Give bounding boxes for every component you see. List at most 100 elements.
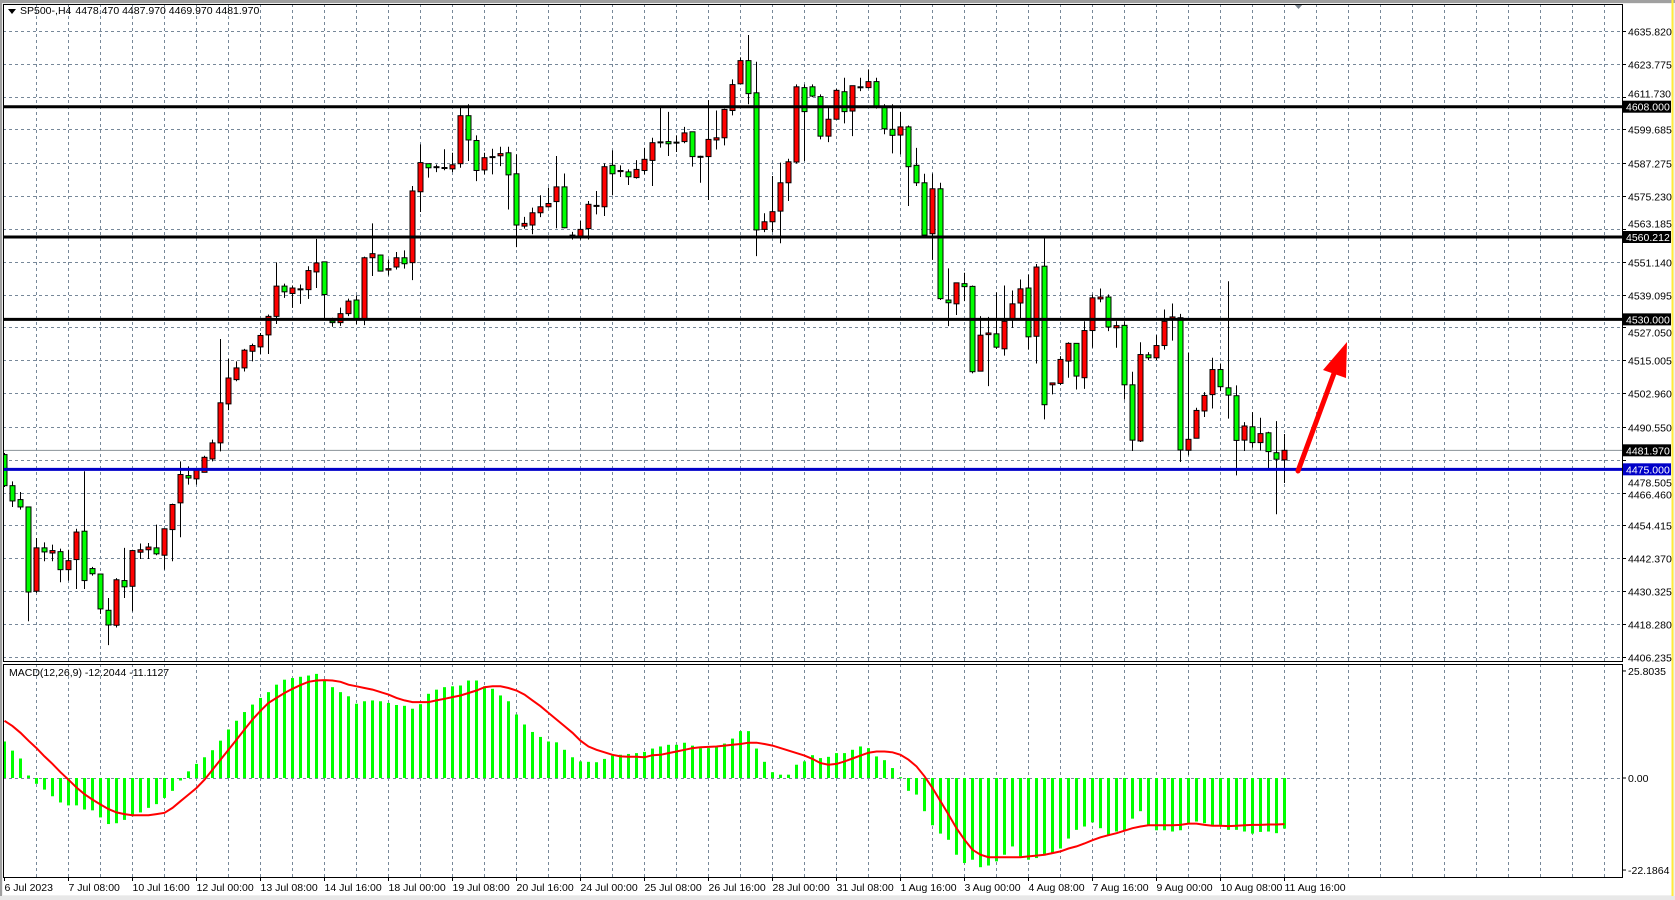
candle	[441, 149, 448, 171]
candle	[409, 186, 416, 281]
candle-body	[1233, 395, 1240, 441]
candle	[265, 314, 272, 354]
candle-body	[345, 300, 352, 315]
candle-body	[985, 332, 992, 336]
macd-histogram-bar	[1227, 778, 1230, 830]
candle	[1121, 321, 1128, 400]
candle-body	[289, 287, 296, 294]
candle-body	[41, 547, 48, 553]
candle-body	[1265, 432, 1272, 453]
candle-body	[713, 137, 720, 141]
macd-histogram-bar	[619, 754, 622, 778]
price-axis-label: 4502.960	[1628, 389, 1672, 401]
candle	[737, 57, 744, 85]
candle	[505, 146, 512, 210]
candle	[801, 84, 808, 161]
macd-histogram-bar	[939, 778, 942, 834]
candle-body	[273, 285, 280, 317]
candle	[1049, 382, 1056, 395]
candle-body	[1225, 387, 1232, 396]
candle-body	[857, 86, 864, 89]
chart-header: SP500-,H4 4478.470 4487.970 4469.970 448…	[8, 5, 259, 17]
macd-histogram-bar	[579, 761, 582, 778]
candle	[369, 223, 376, 277]
candle-body	[425, 163, 432, 169]
candle	[145, 542, 152, 560]
candle-body	[9, 485, 16, 502]
candle	[833, 88, 840, 120]
macd-histogram-bar	[1051, 778, 1054, 854]
macd-histogram-bar	[739, 731, 742, 778]
candle	[225, 358, 232, 411]
macd-histogram-bar	[171, 778, 174, 791]
macd-pane-border	[3, 664, 1623, 878]
candle	[513, 154, 520, 248]
candle-body	[953, 282, 960, 305]
candle-body	[201, 456, 208, 473]
candle	[593, 190, 600, 215]
candle	[553, 156, 560, 229]
macd-histogram-bar	[963, 778, 966, 864]
candle-body	[1137, 354, 1144, 442]
candle	[1233, 385, 1240, 476]
macd-histogram-bar	[1059, 778, 1062, 849]
chart-shift-marker-icon	[1294, 4, 1303, 9]
macd-histogram-bar	[875, 756, 878, 778]
candle-body	[417, 162, 424, 193]
candle	[1097, 288, 1104, 303]
candle	[401, 250, 408, 269]
price-pane	[3, 4, 1622, 661]
macd-histogram-bar	[11, 750, 14, 778]
candle	[945, 268, 952, 327]
macd-histogram-bar	[987, 778, 990, 866]
candle-body	[1001, 320, 1008, 350]
candle-body	[1217, 369, 1224, 388]
price-axis-label: 4478.505	[1628, 478, 1672, 490]
macd-histogram-bar	[299, 676, 302, 778]
candle-body	[1097, 296, 1104, 300]
candle	[233, 361, 240, 382]
candle-body	[225, 377, 232, 405]
macd-histogram-bar	[571, 757, 574, 778]
candle-body	[1241, 425, 1248, 441]
price-level-tag	[1623, 230, 1671, 243]
candle	[249, 343, 256, 362]
candle	[433, 164, 440, 173]
macd-histogram-bar	[267, 692, 270, 778]
price-axis-label: 4563.185	[1628, 219, 1672, 231]
candle	[921, 173, 928, 236]
time-axis-label: 9 Aug 00:00	[1157, 882, 1213, 894]
macd-histogram-bar	[587, 761, 590, 778]
macd-histogram-bar	[1267, 778, 1270, 832]
candle	[425, 163, 432, 178]
candle-body	[193, 469, 200, 480]
candle	[417, 144, 424, 212]
time-axis-label: 28 Jul 00:00	[773, 882, 830, 894]
candle-body	[921, 182, 928, 236]
macd-histogram-bar	[1235, 778, 1238, 830]
macd-histogram-bar	[163, 778, 166, 798]
candle	[1089, 294, 1096, 348]
candle	[241, 348, 248, 372]
candle-body	[873, 81, 880, 108]
candle-body	[409, 190, 416, 264]
candle-body	[329, 320, 336, 324]
candle-body	[1209, 369, 1216, 396]
candle-body	[353, 299, 360, 320]
candle-body	[689, 131, 696, 158]
macd-histogram-bar	[147, 778, 150, 808]
candle-body	[1177, 317, 1184, 451]
candle-body	[721, 108, 728, 139]
macd-histogram-bar	[235, 720, 238, 778]
time-axis-label: 7 Aug 16:00	[1093, 882, 1149, 894]
dropdown-triangle-icon[interactable]	[8, 8, 16, 14]
macd-histogram-bar	[1203, 778, 1206, 824]
candle-body	[1017, 288, 1024, 304]
candle-body	[433, 166, 440, 169]
candle	[209, 439, 216, 462]
candle	[1081, 321, 1088, 389]
candle	[609, 150, 616, 196]
candle	[393, 252, 400, 270]
macd-histogram-bar	[395, 704, 398, 778]
